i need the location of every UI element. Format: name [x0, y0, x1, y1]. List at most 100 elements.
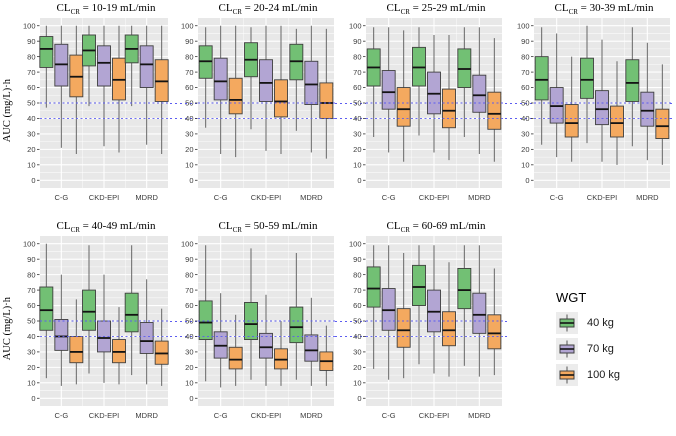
svg-text:100: 100: [23, 21, 36, 30]
svg-text:60: 60: [521, 83, 529, 92]
svg-text:100: 100: [181, 239, 194, 248]
svg-text:70: 70: [353, 68, 361, 77]
svg-text:40: 40: [185, 332, 193, 341]
legend-item-70kg: 70 kg: [556, 338, 676, 360]
svg-text:C-G: C-G: [214, 411, 228, 420]
panel-clcr-30-39: CLCR = 30-39 mL/min 0 10 20 30 40 50 60 70 80 90 1…: [508, 0, 676, 218]
svg-text:20: 20: [27, 145, 35, 154]
svg-text:0: 0: [357, 176, 361, 185]
boxplot-key-icon: [556, 312, 578, 334]
boxplot-canvas: 0 10 20 30 40 50 60 70 80 90 100 C-G CKD-EPI MDRD: [23, 236, 170, 420]
svg-text:20: 20: [185, 363, 193, 372]
svg-text:90: 90: [185, 37, 193, 46]
svg-text:70: 70: [353, 286, 361, 295]
y-axis-label: AUC (mg/L)·h: [1, 297, 13, 361]
svg-text:60: 60: [27, 83, 35, 92]
svg-text:90: 90: [353, 255, 361, 264]
svg-text:MDRD: MDRD: [135, 193, 158, 202]
panel-title: CLCR = 20-24 mL/min: [218, 2, 318, 17]
svg-text:10: 10: [353, 379, 361, 388]
svg-text:80: 80: [353, 52, 361, 61]
svg-text:70: 70: [27, 68, 35, 77]
svg-text:100: 100: [517, 21, 530, 30]
svg-text:90: 90: [521, 37, 529, 46]
panel-clcr-50-59: CLCR = 50-59 mL/min 0 10 20 30 40 50 60 70 80 90 1…: [172, 218, 340, 436]
svg-text:0: 0: [357, 394, 361, 403]
svg-text:10: 10: [521, 161, 529, 170]
legend-item-label: 70 kg: [587, 343, 614, 355]
svg-text:C-G: C-G: [550, 193, 564, 202]
svg-text:0: 0: [31, 176, 35, 185]
panel-clcr-20-24: CLCR = 20-24 mL/min 0 10 20 30 40 50 60 70 80 90 1…: [172, 0, 340, 218]
panel-title: CLCR = 30-39 mL/min: [554, 2, 654, 17]
svg-text:60: 60: [27, 301, 35, 310]
svg-text:60: 60: [185, 83, 193, 92]
panel-row-top: CLCR = 10-19 mL/min AUC (mg/L)·h 0 10 20 30…: [1, 0, 676, 218]
svg-text:20: 20: [27, 363, 35, 372]
svg-text:70: 70: [27, 286, 35, 295]
svg-text:CKD-EPI: CKD-EPI: [587, 193, 617, 202]
svg-text:90: 90: [353, 37, 361, 46]
boxplot-canvas: 0 10 20 30 40 50 60 70 80 90 100 C-G CKD-EPI MDRD: [349, 236, 504, 420]
svg-text:0: 0: [31, 394, 35, 403]
svg-text:50: 50: [27, 99, 35, 108]
svg-text:100: 100: [349, 21, 362, 30]
svg-text:90: 90: [27, 255, 35, 264]
svg-text:100: 100: [23, 239, 36, 248]
svg-text:40: 40: [353, 114, 361, 123]
svg-text:30: 30: [27, 130, 35, 139]
panel-clcr-40-49: CLCR = 40-49 mL/min AUC (mg/L)·h 0 10 20 30…: [0, 218, 172, 436]
svg-text:CKD-EPI: CKD-EPI: [251, 193, 281, 202]
legend-title: WGT: [556, 290, 587, 305]
boxplot-canvas: 0 10 20 30 40 50 60 70 80 90 100 C-G CKD-EPI MDRD: [23, 18, 170, 202]
svg-text:50: 50: [185, 99, 193, 108]
svg-text:20: 20: [185, 145, 193, 154]
svg-text:70: 70: [185, 286, 193, 295]
svg-text:MDRD: MDRD: [135, 411, 158, 420]
boxplot-key-icon: [556, 338, 578, 360]
svg-text:40: 40: [353, 332, 361, 341]
svg-text:80: 80: [521, 52, 529, 61]
panel-clcr-25-29: CLCR = 25-29 mL/min 0 10 20 30 40 50 60 70 80 90 1…: [340, 0, 508, 218]
svg-text:MDRD: MDRD: [468, 411, 491, 420]
svg-text:40: 40: [185, 114, 193, 123]
svg-text:C-G: C-G: [382, 193, 396, 202]
panel-title: CLCR = 50-59 mL/min: [218, 220, 318, 235]
y-axis-label: AUC (mg/L)·h: [1, 79, 13, 143]
panel-clcr-60-69: CLCR = 60-69 mL/min 0 10 20 30 40 50 60 70 80 90 1…: [340, 218, 508, 436]
svg-text:CKD-EPI: CKD-EPI: [419, 193, 449, 202]
boxplot-canvas: 0 10 20 30 40 50 60 70 80 90 100 C-G CKD-EPI MDRD: [181, 236, 336, 420]
svg-text:MDRD: MDRD: [300, 411, 323, 420]
svg-text:10: 10: [185, 379, 193, 388]
svg-text:80: 80: [27, 270, 35, 279]
svg-text:50: 50: [521, 99, 529, 108]
svg-text:50: 50: [353, 99, 361, 108]
svg-text:90: 90: [27, 37, 35, 46]
svg-text:50: 50: [185, 317, 193, 326]
legend-item-label: 40 kg: [587, 317, 614, 329]
svg-text:MDRD: MDRD: [468, 193, 491, 202]
svg-text:20: 20: [521, 145, 529, 154]
svg-text:80: 80: [353, 270, 361, 279]
svg-text:80: 80: [185, 52, 193, 61]
svg-text:10: 10: [185, 161, 193, 170]
svg-text:70: 70: [185, 68, 193, 77]
svg-text:20: 20: [353, 145, 361, 154]
boxplot-key-icon: [556, 364, 578, 386]
svg-text:10: 10: [353, 161, 361, 170]
boxplot-canvas: 0 10 20 30 40 50 60 70 80 90 100 C-G CKD-EPI MDRD: [181, 18, 336, 202]
svg-text:CKD-EPI: CKD-EPI: [89, 193, 119, 202]
svg-text:60: 60: [353, 83, 361, 92]
svg-text:10: 10: [27, 379, 35, 388]
svg-text:30: 30: [185, 130, 193, 139]
svg-text:0: 0: [189, 176, 193, 185]
svg-text:40: 40: [27, 332, 35, 341]
svg-text:80: 80: [27, 52, 35, 61]
legend-item-label: 100 kg: [587, 369, 621, 381]
legend: WGT 40 kg 70 kg 100 kg: [508, 218, 676, 436]
svg-text:70: 70: [521, 68, 529, 77]
boxplot-canvas: 0 10 20 30 40 50 60 70 80 90 100 C-G CKD-EPI MDRD: [349, 18, 504, 202]
svg-text:CKD-EPI: CKD-EPI: [419, 411, 449, 420]
svg-text:80: 80: [185, 270, 193, 279]
